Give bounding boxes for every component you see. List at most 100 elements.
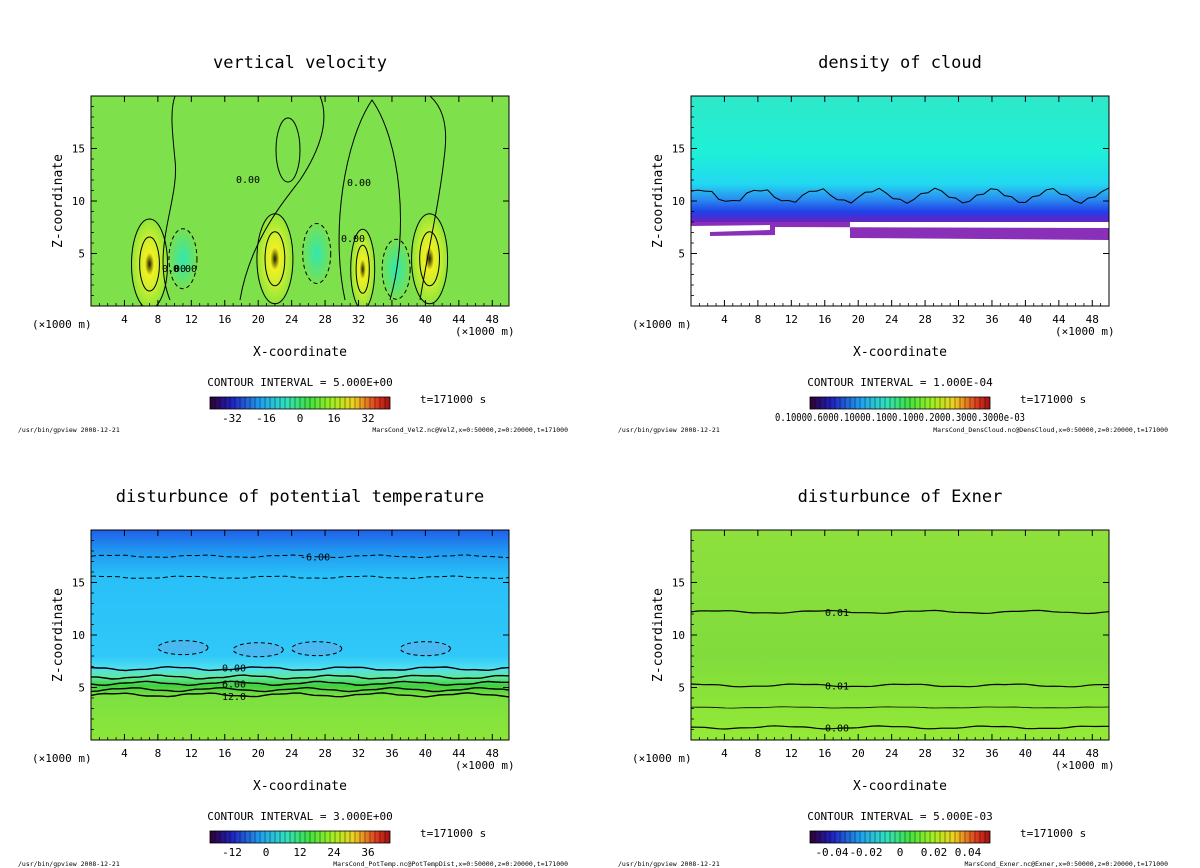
program-footer: /usr/bin/gpview 2008-12-21	[618, 860, 720, 868]
isotherm-contour	[91, 665, 509, 672]
x-tick-label: 36	[385, 313, 398, 326]
velocity-cell	[256, 213, 294, 305]
velocity-cell	[411, 213, 449, 305]
chart-title: density of cloud	[818, 53, 982, 73]
x-tick-label: 8	[755, 313, 762, 326]
x-tick-label: 44	[1052, 747, 1066, 760]
contour-label: -6.00	[300, 552, 330, 563]
x-tick-label: 40	[1019, 747, 1032, 760]
colorbar-tick-label: 24	[327, 846, 341, 859]
contour-interval: CONTOUR INTERVAL = 5.000E+00	[207, 376, 392, 389]
x-unit-label: (×1000 m)	[455, 759, 515, 772]
chart-title: disturbunce of Exner	[798, 487, 1003, 507]
x-tick-label: 24	[885, 747, 899, 760]
x-tick-label: 48	[486, 747, 499, 760]
contour-interval: CONTOUR INTERVAL = 5.000E-03	[807, 810, 992, 823]
cool-patch	[291, 641, 343, 657]
x-tick-label: 32	[352, 747, 365, 760]
program-footer: /usr/bin/gpview 2008-12-21	[18, 426, 120, 434]
chart-panel-3: disturbunce of potential temperature -6.0…	[0, 434, 600, 868]
y-tick-label: 10	[672, 629, 685, 642]
isotherm-contour	[91, 554, 509, 559]
program-footer: /usr/bin/gpview 2008-12-21	[618, 426, 720, 434]
contour-label: 0.00	[825, 723, 849, 734]
x-tick-label: 20	[852, 313, 865, 326]
source-footer: MarsCond_Exner.nc@Exner,x=0:50000,z=0:20…	[965, 860, 1169, 868]
cloud-base-layer	[691, 222, 1109, 240]
zero-contour	[239, 96, 325, 301]
colorbar-tick-label: 0.04	[955, 846, 982, 859]
contour-label: 0.00	[162, 264, 186, 275]
chart-title: vertical velocity	[213, 53, 387, 73]
x-tick-label: 20	[252, 747, 265, 760]
time-label: t=171000 s	[420, 827, 486, 840]
x-axis-label: X-coordinate	[853, 779, 947, 794]
contour-interval: CONTOUR INTERVAL = 3.000E+00	[207, 810, 392, 823]
y-tick-label: 5	[678, 248, 685, 261]
x-unit-label: (×1000 m)	[1055, 759, 1115, 772]
source-footer: MarsCond_VelZ.nc@VelZ,x=0:50000,z=0:2000…	[372, 426, 568, 434]
zero-contour	[162, 96, 177, 301]
cool-patch	[157, 640, 209, 656]
x-tick-label: 12	[785, 747, 798, 760]
exner-contour	[691, 706, 1109, 709]
velocity-cell	[168, 228, 198, 290]
x-tick-label: 8	[155, 313, 162, 326]
y-tick-label: 10	[72, 195, 85, 208]
isotherm-contour	[91, 692, 509, 698]
exner-contour	[691, 683, 1109, 688]
x-tick-label: 8	[755, 747, 762, 760]
y-axis-label: Z-coordinate	[651, 154, 666, 248]
zero-contour	[419, 96, 447, 301]
x-tick-label: 32	[952, 313, 965, 326]
x-tick-label: 16	[818, 747, 831, 760]
contour-label: 0.00	[341, 234, 365, 245]
contour-label: 0.00	[222, 664, 246, 675]
y-axis-label: Z-coordinate	[51, 154, 66, 248]
colorbar-tick-label: 36	[361, 846, 374, 859]
cloud-layer	[691, 96, 1109, 222]
contour-label: 6.00	[222, 679, 246, 690]
x-tick-label: 44	[452, 313, 466, 326]
x-tick-label: 28	[918, 313, 931, 326]
zero-contour	[275, 117, 301, 183]
x-tick-label: 12	[185, 747, 198, 760]
program-footer: /usr/bin/gpview 2008-12-21	[18, 860, 120, 868]
x-unit-label: (×1000 m)	[32, 752, 92, 765]
y-tick-label: 5	[78, 682, 85, 695]
zero-contour	[338, 99, 401, 301]
x-tick-label: 24	[285, 747, 299, 760]
x-axis-label: X-coordinate	[853, 345, 947, 360]
time-label: t=171000 s	[1020, 827, 1086, 840]
x-tick-label: 12	[785, 313, 798, 326]
x-axis-label: X-coordinate	[253, 345, 347, 360]
chart-title: disturbunce of potential temperature	[116, 487, 484, 507]
x-tick-label: 28	[318, 747, 331, 760]
x-tick-label: 24	[285, 313, 299, 326]
x-tick-label: 32	[352, 313, 365, 326]
isotherm-contour	[91, 674, 509, 680]
x-tick-label: 12	[185, 313, 198, 326]
x-tick-label: 20	[852, 747, 865, 760]
colorbar-tick-label: -0.04	[815, 846, 848, 859]
inner-contour	[264, 231, 286, 287]
y-tick-label: 15	[672, 577, 685, 590]
y-tick-label: 10	[672, 195, 685, 208]
y-tick-label: 5	[78, 248, 85, 261]
x-tick-label: 24	[885, 313, 899, 326]
cool-patch	[232, 642, 284, 658]
colorbar-tick-label: 32	[361, 412, 374, 425]
x-tick-label: 40	[1019, 313, 1032, 326]
colorbar-tick-label: 0	[263, 846, 270, 859]
plot-field	[691, 530, 1109, 740]
y-tick-label: 15	[72, 577, 85, 590]
isotherm-contour	[91, 686, 509, 693]
x-tick-label: 16	[218, 747, 231, 760]
contour-label: 12.0	[222, 692, 246, 703]
colorbar-tick-label: 0.10000.6000.10000.1000.1000.2000.3000.3…	[775, 411, 1025, 424]
colorbar-tick-label: 0	[897, 846, 904, 859]
colorbar-tick-label: -16	[256, 412, 276, 425]
x-tick-label: 16	[818, 313, 831, 326]
inner-contour	[419, 231, 440, 287]
